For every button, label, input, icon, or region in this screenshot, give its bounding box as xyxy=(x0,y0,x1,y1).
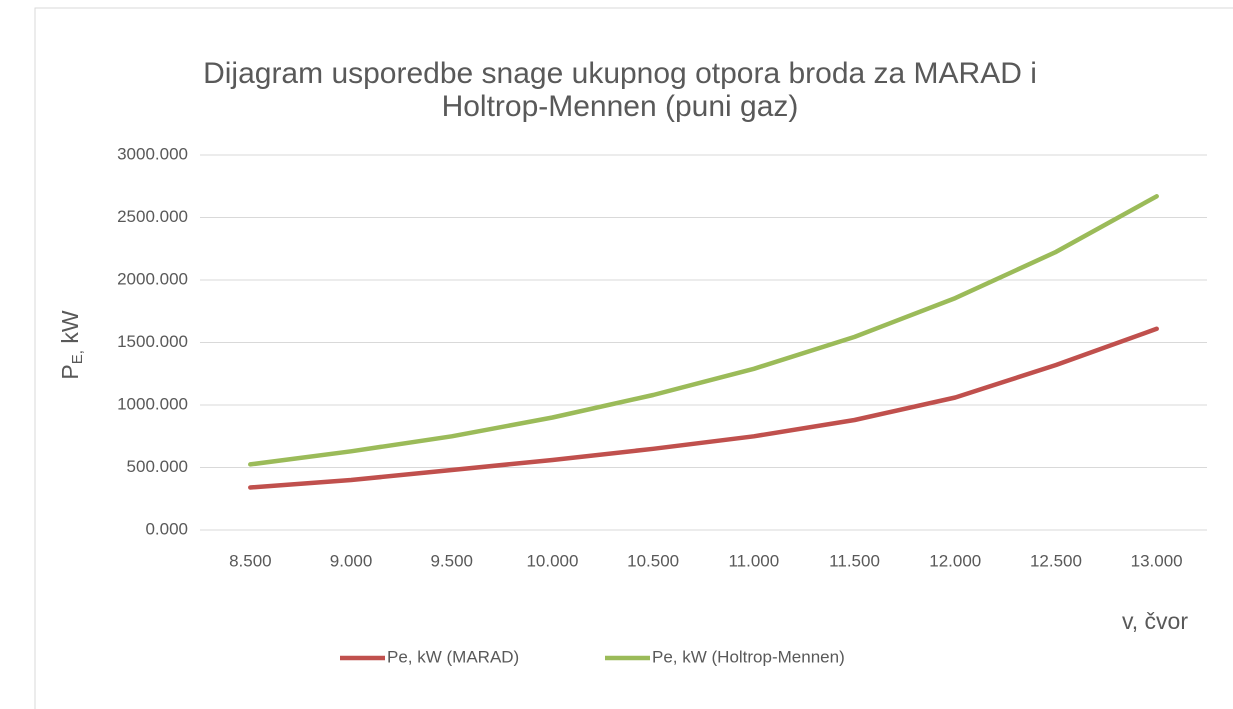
chart-title: Dijagram usporedbe snage ukupnog otpora … xyxy=(203,57,1037,90)
y-tick-label: 0.000 xyxy=(145,519,188,538)
legend-label: Pe, kW (Holtrop-Mennen) xyxy=(652,647,845,666)
y-tick-label: 1000.000 xyxy=(117,394,188,413)
y-tick-label: 1500.000 xyxy=(117,332,188,351)
x-tick-label: 8.500 xyxy=(229,551,272,570)
y-axis-label: PE, kW xyxy=(57,310,86,379)
x-tick-label: 12.500 xyxy=(1030,551,1082,570)
y-axis-label-part: kW xyxy=(57,310,83,350)
x-tick-label: 10.500 xyxy=(627,551,679,570)
x-tick-label: 9.000 xyxy=(330,551,373,570)
y-tick-label: 2500.000 xyxy=(117,207,188,226)
x-tick-label: 11.500 xyxy=(829,551,880,570)
x-tick-label: 11.000 xyxy=(728,551,779,570)
x-tick-label: 13.000 xyxy=(1131,551,1183,570)
x-axis-label: v, čvor xyxy=(1122,608,1188,634)
y-axis-label-part: E, xyxy=(69,350,86,364)
y-tick-label: 3000.000 xyxy=(117,144,188,163)
x-tick-label: 12.000 xyxy=(929,551,981,570)
legend-label: Pe, kW (MARAD) xyxy=(387,647,519,666)
x-tick-label: 10.000 xyxy=(526,551,578,570)
x-tick-label: 9.500 xyxy=(430,551,473,570)
chart-title: Holtrop-Mennen (puni gaz) xyxy=(442,90,799,123)
y-tick-label: 500.000 xyxy=(127,457,188,476)
y-tick-label: 2000.000 xyxy=(117,269,188,288)
series-line xyxy=(248,194,1159,467)
y-axis-label-part: P xyxy=(57,364,83,379)
chart-frame xyxy=(34,7,1233,709)
series-line xyxy=(248,326,1159,490)
